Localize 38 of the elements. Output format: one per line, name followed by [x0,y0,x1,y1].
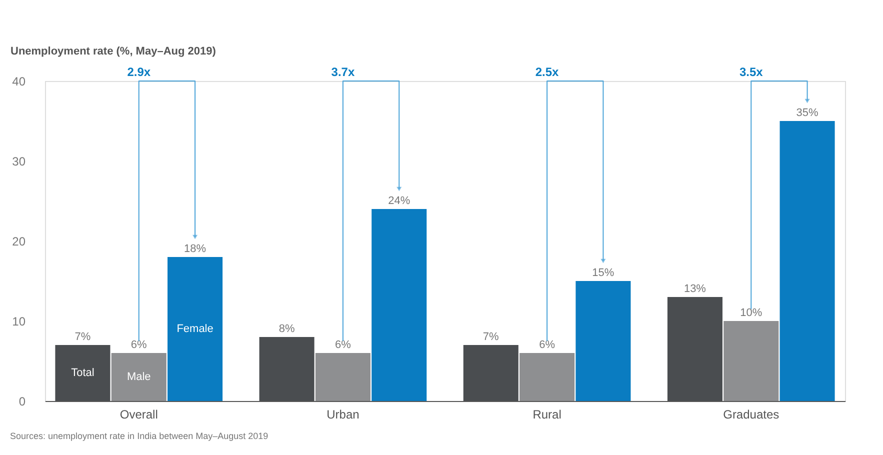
y-tick-label: 0 [18,394,26,408]
data-label: 6% [539,339,556,351]
y-tick-label: 20 [12,234,26,248]
y-tick-label: 10 [12,314,26,328]
x-tick-label: Graduates [723,408,780,422]
y-tick-label: 30 [12,154,26,168]
data-label: 6% [130,339,148,351]
data-label: 7% [482,331,500,343]
x-tick-label: Rural [532,408,562,422]
series-label: Male [126,371,151,383]
bar [168,257,223,401]
x-tick-label: Overall [120,408,158,422]
series-label: Total [71,367,94,379]
source-note: Sources: unemployment rate in India between May–August 2019 [10,431,268,441]
data-label: 7% [74,331,91,343]
data-label: 24% [388,195,410,207]
bar [576,281,631,401]
text: 3.7x [331,65,355,79]
text: 2.5x [535,65,560,79]
data-label: 6% [335,339,352,351]
data-label: 10% [740,307,762,319]
data-label: 15% [592,267,614,279]
data-label: 8% [278,323,295,335]
y-tick-label: 40 [12,74,26,88]
bar [780,121,835,401]
text: 3.5x [739,65,764,79]
x-tick-label: Urban [326,408,360,422]
bar [724,321,779,401]
bar [372,209,427,401]
bar [520,353,575,401]
y-axis-title: Unemployment rate (%, May–Aug 2019) [10,46,216,58]
text: 2.9x [127,65,151,79]
data-label: 13% [684,283,706,295]
bar [111,353,166,401]
series-label: Female [176,323,214,335]
data-label: 35% [796,107,818,119]
bar [315,353,370,401]
data-label: 18% [184,243,206,255]
